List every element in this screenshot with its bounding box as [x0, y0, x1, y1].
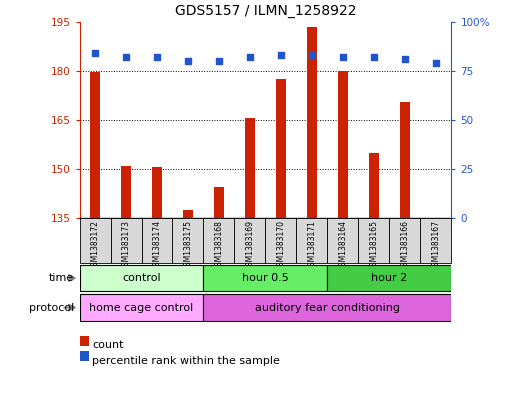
Bar: [80, 294, 204, 321]
Point: [91, 50, 99, 56]
Text: GSM1383174: GSM1383174: [152, 220, 162, 271]
Text: GSM1383169: GSM1383169: [246, 220, 254, 271]
Text: GSM1383167: GSM1383167: [431, 220, 441, 271]
Bar: [90, 72, 101, 218]
Point: [184, 58, 192, 64]
Text: GSM1383165: GSM1383165: [369, 220, 379, 271]
Bar: [80, 351, 89, 361]
Point: [215, 58, 223, 64]
Text: time: time: [49, 273, 74, 283]
Point: [370, 54, 378, 60]
Text: GSM1383170: GSM1383170: [277, 220, 285, 271]
Text: GSM1383173: GSM1383173: [122, 220, 130, 271]
Bar: [265, 218, 297, 263]
Bar: [204, 218, 234, 263]
Point: [153, 54, 161, 60]
Bar: [151, 167, 163, 218]
Point: [308, 52, 316, 58]
Point: [432, 60, 440, 66]
Text: GSM1383168: GSM1383168: [214, 220, 224, 271]
Bar: [327, 265, 451, 291]
Text: home cage control: home cage control: [89, 303, 193, 312]
Text: GSM1383164: GSM1383164: [339, 220, 347, 271]
Text: hour 0.5: hour 0.5: [242, 273, 289, 283]
Text: control: control: [122, 273, 161, 283]
Bar: [183, 210, 193, 218]
Bar: [213, 187, 224, 218]
Point: [122, 54, 130, 60]
Bar: [368, 152, 380, 218]
Text: GSM1383172: GSM1383172: [90, 220, 100, 271]
Bar: [80, 265, 204, 291]
Point: [339, 54, 347, 60]
Bar: [172, 218, 204, 263]
Bar: [359, 218, 389, 263]
Text: GSM1383171: GSM1383171: [307, 220, 317, 271]
Point: [277, 52, 285, 58]
Text: protocol: protocol: [29, 303, 74, 312]
Text: hour 2: hour 2: [371, 273, 407, 283]
Bar: [307, 26, 318, 218]
Text: GSM1383175: GSM1383175: [184, 220, 192, 271]
Text: GSM1383166: GSM1383166: [401, 220, 409, 271]
Bar: [245, 118, 255, 218]
Bar: [142, 218, 172, 263]
Title: GDS5157 / ILMN_1258922: GDS5157 / ILMN_1258922: [175, 4, 356, 18]
Bar: [421, 218, 451, 263]
Bar: [204, 265, 327, 291]
Text: count: count: [92, 340, 124, 350]
Bar: [204, 294, 451, 321]
Bar: [327, 218, 359, 263]
Point: [246, 54, 254, 60]
Bar: [80, 336, 89, 346]
Bar: [389, 218, 421, 263]
Bar: [110, 218, 142, 263]
Bar: [400, 102, 410, 218]
Bar: [80, 218, 110, 263]
Bar: [297, 218, 327, 263]
Text: percentile rank within the sample: percentile rank within the sample: [92, 356, 280, 365]
Bar: [338, 71, 348, 218]
Bar: [275, 79, 286, 218]
Bar: [234, 218, 265, 263]
Point: [401, 56, 409, 62]
Bar: [121, 166, 131, 218]
Text: auditory fear conditioning: auditory fear conditioning: [255, 303, 400, 312]
